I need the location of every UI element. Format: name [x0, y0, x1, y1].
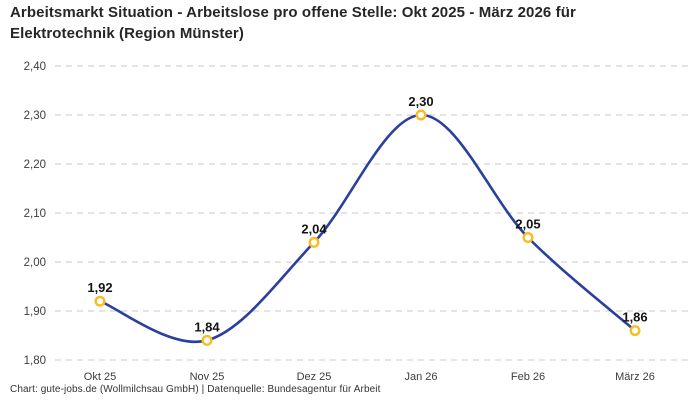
x-axis-tick-label: Jan 26 — [404, 371, 437, 383]
data-point-marker — [629, 325, 641, 337]
x-axis-tick-label: Dez 25 — [297, 371, 332, 383]
data-point-marker — [94, 295, 106, 307]
data-point-marker — [201, 334, 213, 346]
data-point-marker — [522, 231, 534, 243]
data-point-label: 2,04 — [301, 221, 327, 236]
y-axis-tick-label: 2,40 — [24, 61, 46, 73]
x-axis-tick-label: März 26 — [615, 371, 655, 383]
x-axis-tick-label: Feb 26 — [511, 371, 545, 383]
y-axis-tick-label: 2,20 — [24, 159, 46, 171]
data-point-label: 1,86 — [622, 310, 647, 325]
data-point-marker — [308, 236, 320, 248]
data-point-label: 1,84 — [194, 319, 220, 334]
data-point-marker — [415, 109, 427, 121]
data-point-label: 1,92 — [87, 280, 112, 295]
chart-footer: Chart: gute-jobs.de (Wollmilchsau GmbH) … — [10, 384, 381, 395]
x-axis-tick-label: Okt 25 — [84, 371, 116, 383]
x-axis-tick-label: Nov 25 — [190, 371, 225, 383]
data-point-label: 2,05 — [515, 217, 540, 232]
chart-title: Arbeitsmarkt Situation - Arbeitslose pro… — [10, 4, 576, 42]
y-axis-tick-label: 2,00 — [24, 257, 46, 269]
y-axis-tick-label: 1,90 — [24, 306, 46, 318]
y-axis-tick-label: 2,30 — [24, 110, 46, 122]
data-line — [98, 113, 637, 344]
y-axis-tick-label: 1,80 — [24, 355, 46, 367]
data-point-label: 2,30 — [408, 94, 433, 109]
y-axis-tick-label: 2,10 — [24, 208, 46, 220]
